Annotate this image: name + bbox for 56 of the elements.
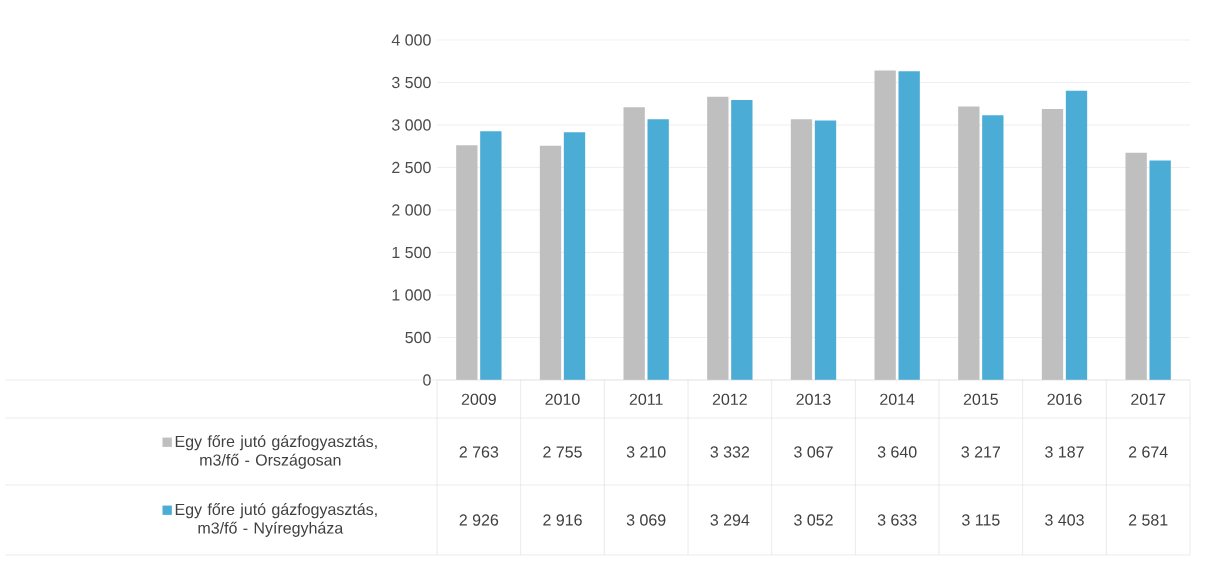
y-tick-label: 3 500 xyxy=(391,76,431,89)
bar xyxy=(731,100,753,380)
bar xyxy=(814,120,837,380)
bar xyxy=(707,96,729,380)
legend-label: Egy főre jutó gázfogyasztás, m3/fő - Nyíregyháza xyxy=(175,503,377,537)
x-tick-label: 2012 xyxy=(712,393,747,405)
y-tick-label: 3 000 xyxy=(391,119,431,131)
bar xyxy=(647,119,669,380)
data-label: 3 633 xyxy=(877,514,917,526)
data-label: 3 294 xyxy=(710,514,750,526)
legend-label: Egy főre jutó gázfogyasztás, m3/fő - Országosan xyxy=(175,435,377,469)
bar xyxy=(790,119,813,380)
data-label: 2 926 xyxy=(459,514,499,526)
x-tick-label: 2016 xyxy=(1047,393,1082,405)
data-label: 3 640 xyxy=(877,446,917,458)
y-tick-label: 1 000 xyxy=(392,289,431,301)
bar xyxy=(898,71,920,380)
y-tick-label: 0 xyxy=(423,374,431,386)
x-tick-label: 2011 xyxy=(629,393,663,405)
x-tick-label: 2013 xyxy=(796,393,831,405)
data-label: 3 052 xyxy=(794,514,833,526)
data-label: 3 210 xyxy=(626,446,666,458)
y-tick-label: 2 000 xyxy=(392,204,431,216)
x-tick-label: 2010 xyxy=(545,393,580,405)
bar xyxy=(1125,152,1147,380)
y-tick-label: 1 500 xyxy=(392,246,431,259)
data-label: 3 403 xyxy=(1045,514,1084,526)
bar xyxy=(874,70,896,380)
bar xyxy=(480,131,502,380)
y-tick-label: 2 500 xyxy=(392,161,431,174)
bar xyxy=(563,132,586,380)
x-tick-label: 2014 xyxy=(880,393,915,405)
data-label: 2 755 xyxy=(543,446,582,458)
bar xyxy=(958,106,980,380)
data-label: 2 674 xyxy=(1128,446,1168,458)
x-tick-label: 2009 xyxy=(461,393,496,405)
bar xyxy=(1065,90,1088,380)
bar xyxy=(623,107,645,380)
y-tick-label: 4 000 xyxy=(391,34,431,46)
data-label: 3 332 xyxy=(710,446,750,458)
y-tick-label: 500 xyxy=(405,331,431,344)
bar xyxy=(1149,160,1171,380)
x-tick-label: 2015 xyxy=(963,393,998,405)
bar xyxy=(456,145,478,380)
data-label: 3 187 xyxy=(1045,446,1084,458)
data-label: 2 581 xyxy=(1128,514,1168,526)
bar xyxy=(1041,109,1064,380)
data-label: 2 763 xyxy=(459,446,499,458)
data-label: 2 916 xyxy=(543,514,582,526)
data-label: 3 115 xyxy=(962,514,1000,526)
bar xyxy=(539,145,562,380)
data-label: 3 069 xyxy=(626,514,666,526)
x-tick-label: 2017 xyxy=(1131,393,1166,405)
data-label: 3 067 xyxy=(794,446,833,458)
bar xyxy=(982,115,1004,380)
data-label: 3 217 xyxy=(961,446,1001,458)
